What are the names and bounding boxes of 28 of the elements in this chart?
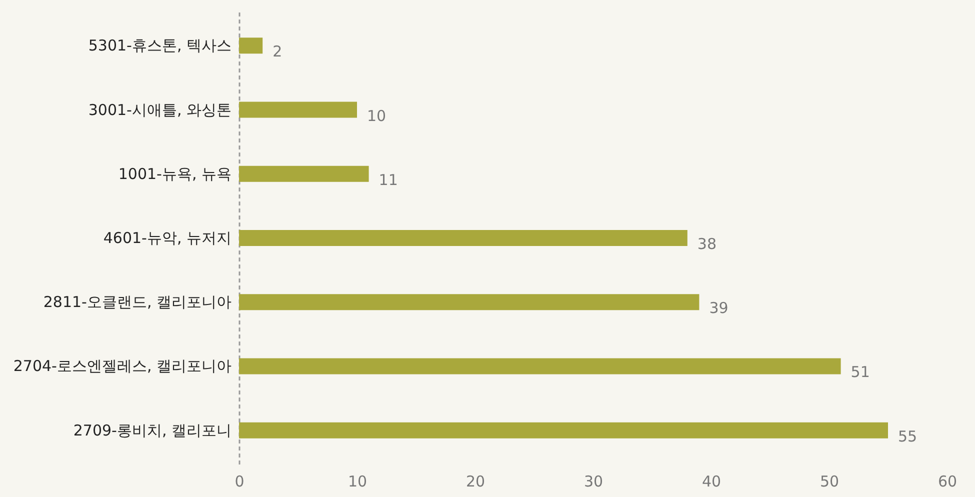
y-tick-label: 2811-오클랜드, 캘리포니아 <box>43 293 232 312</box>
y-tick-label: 4601-뉴악, 뉴저지 <box>103 229 232 247</box>
x-tick-label: 10 <box>348 472 368 490</box>
x-tick-label: 60 <box>938 472 958 490</box>
data-label: 38 <box>697 235 716 253</box>
bar <box>239 230 688 246</box>
y-tick-label: 1001-뉴욕, 뉴욕 <box>118 164 232 183</box>
bar <box>239 38 263 54</box>
bar <box>239 294 700 310</box>
bar <box>239 358 841 374</box>
y-tick-label: 3001-시애틀, 와싱톤 <box>88 100 232 119</box>
data-label: 39 <box>709 299 728 318</box>
bar <box>239 102 357 118</box>
data-label: 51 <box>850 363 870 382</box>
x-tick-label: 40 <box>702 472 722 490</box>
data-label: 10 <box>367 106 386 125</box>
x-tick-label: 0 <box>234 472 244 490</box>
y-tick-label: 2704-로스엔젤레스, 캘리포니아 <box>13 357 232 376</box>
data-label: 55 <box>898 427 918 446</box>
data-label: 11 <box>378 170 398 189</box>
y-tick-label: 5301-휴스톤, 텍사스 <box>88 36 232 55</box>
x-tick-label: 50 <box>820 472 840 490</box>
data-label: 2 <box>272 42 282 61</box>
y-tick-label: 2709-롱비치, 캘리포니 <box>73 421 232 440</box>
x-tick-label: 30 <box>584 472 604 490</box>
bar <box>239 422 888 438</box>
bar <box>239 166 369 182</box>
x-tick-label: 20 <box>466 472 486 490</box>
